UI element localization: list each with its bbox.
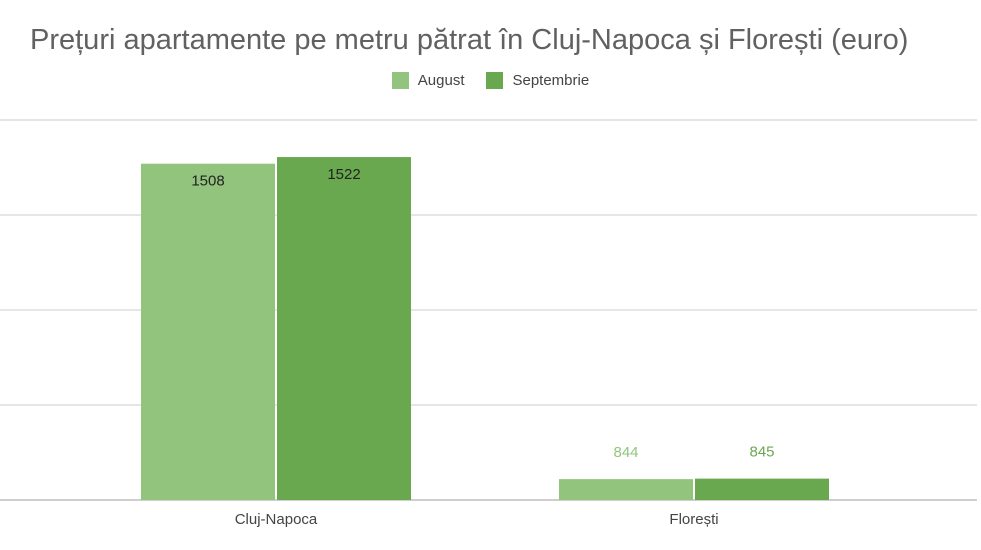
legend-label-septembrie: Septembrie xyxy=(512,72,590,89)
legend-item-septembrie: Septembrie xyxy=(486,72,589,89)
data-label-septembrie-cluj-napoca: 1522 xyxy=(327,166,360,183)
legend-swatch-august xyxy=(391,72,409,89)
legend-label-august: August xyxy=(417,72,465,89)
chart-legend: August Septembrie xyxy=(0,72,981,89)
bar-august-floresti xyxy=(559,479,693,500)
chart-title: Prețuri apartamente pe metru pătrat în C… xyxy=(30,24,909,56)
bar-septembrie-floresti xyxy=(695,478,829,500)
legend-item-august: August xyxy=(391,72,465,89)
data-label-august-cluj-napoca: 1508 xyxy=(191,173,224,190)
x-tick-label: Florești xyxy=(669,511,718,528)
bar-septembrie-cluj-napoca xyxy=(277,157,411,501)
data-label-septembrie-floresti: 845 xyxy=(749,444,774,461)
bar-august-cluj-napoca xyxy=(141,163,275,500)
legend-swatch-septembrie xyxy=(486,72,504,89)
x-tick-label: Cluj-Napoca xyxy=(235,511,318,528)
data-label-august-floresti: 844 xyxy=(613,444,638,461)
